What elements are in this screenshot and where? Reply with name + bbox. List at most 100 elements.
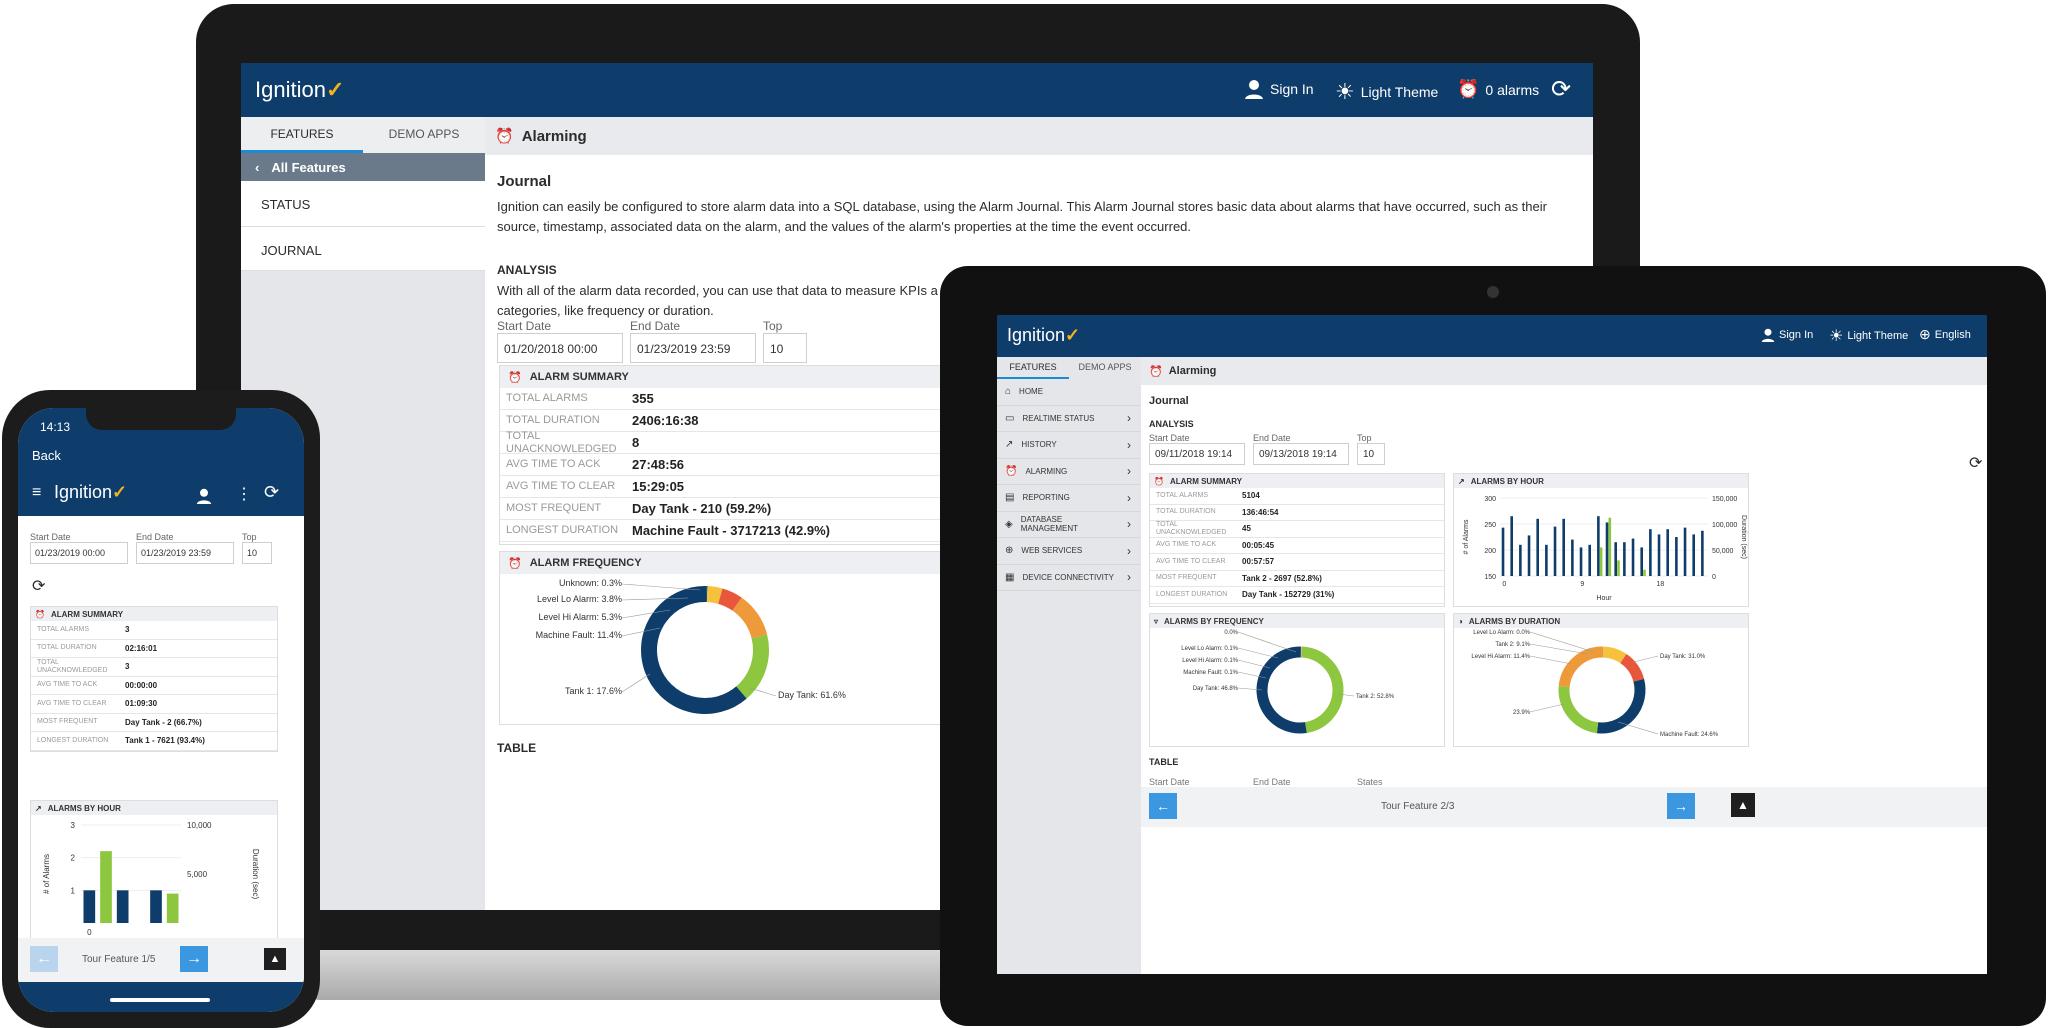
tour-prev-button[interactable]: ←	[1149, 793, 1177, 819]
tour-prev-button[interactable]: ←	[30, 946, 58, 972]
sidebar-item-reporting[interactable]: ▤ REPORTING ›	[997, 485, 1141, 512]
top-input[interactable]: 10	[763, 333, 807, 363]
tour-next-button[interactable]: →	[180, 946, 208, 972]
sidebar-tabs: FEATURES DEMO APPS	[241, 117, 485, 153]
end-date-input[interactable]: 01/23/2019 23:59	[136, 542, 234, 564]
page-title: Alarming	[1168, 365, 1217, 377]
summary-value: 01:09:30	[125, 699, 158, 709]
sidebar-item-home[interactable]: ⌂ HOME	[997, 379, 1141, 406]
summary-value: Machine Fault - 3717213 (42.9%)	[632, 523, 830, 538]
start-date-label: Start Date	[1149, 433, 1190, 443]
alarms-button[interactable]: ⏰ 0 alarms	[1457, 79, 1539, 100]
y-tick-label: 200	[1484, 548, 1496, 555]
sidebar-item-database-management[interactable]: ◈ DATABASE MANAGEMENT ›	[997, 512, 1141, 538]
tab-features[interactable]: FEATURES	[241, 117, 363, 153]
end-date-label: End Date	[630, 319, 681, 333]
end-date-field: End Date 01/23/2019 23:59	[136, 532, 234, 564]
bar-alarms	[1631, 538, 1635, 576]
refresh-icon[interactable]: ⟳	[264, 482, 280, 502]
leader-line	[749, 687, 777, 697]
sidebar-item-label: REPORTING	[1022, 493, 1070, 503]
refresh-icon[interactable]: ⟳	[32, 578, 46, 595]
menu-icon[interactable]: ≡	[32, 484, 42, 501]
bar-alarms	[1683, 527, 1687, 576]
summary-value: 00:05:45	[1242, 540, 1275, 550]
leader-line	[621, 627, 661, 637]
summary-key: AVG TIME TO ACK	[506, 458, 601, 471]
sign-in-button[interactable]: Sign In	[1761, 328, 1813, 342]
scroll-top-button[interactable]: ▲	[1731, 793, 1755, 817]
end-date-label: End Date	[136, 532, 174, 542]
refresh-icon[interactable]: ⟳	[1969, 455, 1983, 472]
tab-features[interactable]: FEATURES	[997, 357, 1069, 379]
more-icon[interactable]: ⋮	[236, 486, 252, 503]
donut-slice	[1620, 654, 1645, 683]
all-features-label: All Features	[271, 159, 346, 175]
summary-row: AVG TIME TO CLEAR 00:57:57	[1150, 554, 1444, 571]
trend-icon: ↗	[1458, 476, 1465, 486]
alarms-by-hour-chart: 150 200 250 300 0 50,000 100,000 150,000 0 9 18 Hou…	[1463, 496, 1747, 602]
app-logo[interactable]: Ignition✓	[1007, 325, 1080, 346]
summary-key: TOTAL ALARMS	[1156, 491, 1208, 499]
leader-line	[1237, 659, 1271, 669]
all-features-button[interactable]: ‹ All Features	[241, 153, 485, 181]
back-button[interactable]: Back	[32, 448, 61, 463]
summary-value: 00:00:00	[125, 680, 158, 690]
section-title: Journal	[1149, 395, 1189, 407]
slice-label: Level Hi Alarm: 0.1%	[1182, 658, 1238, 664]
laptop-header: Ignition✓ Sign In ☀ Light Theme ⏰ 0 alar…	[241, 63, 1593, 117]
start-date-input[interactable]: 01/23/2019 00:00	[30, 542, 128, 564]
sidebar-item-device-connectivity[interactable]: ▦ DEVICE CONNECTIVITY ›	[997, 565, 1141, 591]
summary-key: MOST FREQUENT	[506, 502, 602, 515]
top-field: Top 10	[763, 319, 807, 363]
top-input[interactable]: 10	[242, 542, 272, 564]
summary-key: LONGEST DURATION	[1156, 590, 1228, 598]
sidebar-item-web-services[interactable]: ⊕ WEB SERVICES ›	[997, 538, 1141, 565]
scroll-top-button[interactable]: ▲	[264, 948, 286, 970]
sidebar-item-alarming[interactable]: ⏰ ALARMING ›	[997, 459, 1141, 485]
phone-bottom-bar	[18, 982, 304, 1012]
summary-row: LONGEST DURATION Machine Fault - 3717213 …	[500, 520, 958, 542]
donut-slice	[717, 588, 742, 611]
theme-toggle[interactable]: ☀ Light Theme	[1829, 326, 1908, 346]
summary-key: TOTAL UNACKNOWLEDGED	[1156, 521, 1227, 536]
summary-key: AVG TIME TO CLEAR	[506, 480, 616, 493]
bar-duration	[1608, 517, 1612, 576]
theme-toggle[interactable]: ☀ Light Theme	[1335, 79, 1438, 105]
tab-demo-apps[interactable]: DEMO APPS	[1078, 362, 1132, 372]
slice-label: Tank 1: 17.6%	[565, 686, 622, 696]
end-date-input[interactable]: 01/23/2019 23:59	[630, 333, 756, 363]
bar-alarms	[1597, 516, 1600, 576]
panel-header: ⏰ ALARM FREQUENCY	[500, 552, 968, 574]
start-date-label: Start Date	[497, 319, 552, 333]
end-date-input[interactable]: 09/13/2018 19:14	[1253, 443, 1349, 465]
summary-rows: TOTAL ALARMS 355 TOTAL DURATION 2406:16:38 T…	[500, 388, 958, 542]
x-tick-label: 18	[1656, 581, 1664, 588]
logo-text: Ignition	[1007, 325, 1066, 345]
bar-alarms	[1562, 518, 1565, 576]
sidebar-item-realtime-status[interactable]: ▭ REALTIME STATUS ›	[997, 406, 1141, 432]
sign-in-button[interactable]: Sign In	[1244, 79, 1314, 99]
slice-label: Machine Fault: 11.4%	[536, 630, 622, 640]
app-logo[interactable]: Ignition✓	[255, 77, 344, 103]
bar-alarms	[1545, 544, 1548, 576]
y2-tick-label: 50,000	[1712, 548, 1734, 555]
bar-alarms	[1501, 527, 1505, 576]
summary-value: 3	[125, 662, 130, 672]
top-input[interactable]: 10	[1357, 443, 1385, 465]
start-date-input[interactable]: 09/11/2018 19:14	[1149, 443, 1245, 465]
start-date-input[interactable]: 01/20/2018 00:00	[497, 333, 623, 363]
laptop-base	[300, 950, 1000, 1000]
tab-demo-apps[interactable]: DEMO APPS	[388, 127, 460, 141]
user-icon[interactable]	[196, 488, 212, 504]
sidebar-item-history[interactable]: ↗ HISTORY ›	[997, 432, 1141, 459]
sidebar-item-status[interactable]: STATUS	[241, 181, 485, 227]
bar-alarms	[1614, 542, 1617, 576]
panel-header: ⏰ ALARM SUMMARY	[500, 366, 958, 388]
tour-next-button[interactable]: →	[1667, 793, 1695, 819]
sidebar-item-journal[interactable]: JOURNAL	[241, 227, 485, 271]
language-selector[interactable]: ⊕ English	[1919, 326, 1971, 343]
refresh-icon[interactable]: ⟳	[1551, 76, 1572, 103]
app-logo[interactable]: Ignition✓	[54, 482, 127, 503]
sidebar-item-label: DATABASE MANAGEMENT	[1020, 515, 1079, 534]
